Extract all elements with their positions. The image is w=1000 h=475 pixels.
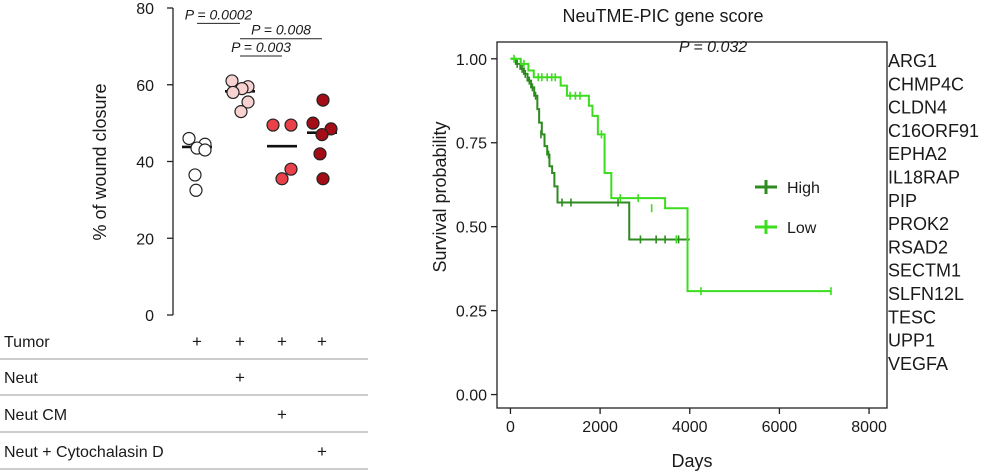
gene-name: ARG1 [888,51,937,71]
data-point [226,85,240,100]
condition-mark: + [317,442,327,461]
gene-name: CHMP4C [888,74,964,94]
data-points-left [182,74,338,197]
x-tick-label: 2000 [582,419,618,436]
x-axis-label: Days [671,451,712,471]
significance-label: P = 0.008 [251,22,311,38]
x-tick-label: 6000 [762,419,798,436]
survival-line-high [510,57,690,241]
data-point [284,162,298,176]
gene-name: IL18RAP [888,168,960,188]
y-tick-label: 1.00 [456,52,487,69]
data-point [182,131,196,146]
chart-title: NeuTME-PIC gene score [562,6,763,26]
gene-name: PIP [888,191,917,211]
condition-mark: + [277,405,287,424]
condition-label: Neut + Cytochalasin D [4,444,164,461]
data-point [316,93,330,107]
condition-mark: + [277,332,287,351]
data-point [315,128,329,142]
gene-name: VEGFA [888,354,948,374]
y-tick-label-left: 20 [136,231,154,248]
survival-plot: NeuTME-PIC gene score P = 0.032 0 2000 400… [430,6,888,471]
data-point [316,172,330,186]
data-point [306,116,320,130]
survival-line-low [510,57,831,293]
legend-key-low [755,220,777,234]
condition-table: Tumor + + + + Neut + Neut CM + Neut + Cytochalasi… [0,332,368,470]
gene-name: SLFN12L [888,284,964,304]
x-tick-label: 8000 [851,419,887,436]
data-point [234,105,248,119]
condition-label: Tumor [4,334,50,351]
gene-name: SECTM1 [888,261,961,281]
x-tick-label: 4000 [672,419,708,436]
y-tick-label-left: 0 [145,308,154,325]
data-point [188,168,202,182]
y-tick-label: 0.75 [456,136,487,153]
gene-name: UPP1 [888,331,935,351]
y-tick-label: 0.25 [456,304,487,321]
y-axis-ticks: 0.00 0.25 0.50 0.75 1.00 [456,52,497,405]
data-point [198,143,212,157]
legend: High Low [755,180,820,237]
x-axis-ticks: 0 2000 4000 6000 8000 [506,408,887,436]
data-point [313,147,327,161]
gene-name: PROK2 [888,214,949,234]
y-tick-label: 0.00 [456,388,487,405]
survival-curves [510,54,832,296]
condition-mark: + [317,332,327,351]
y-tick-label-left: 80 [136,1,154,18]
condition-mark: + [235,368,245,387]
data-point [241,95,255,109]
legend-key-high [755,180,777,194]
data-point [266,118,280,132]
data-point [189,183,203,197]
plot-frame [496,41,888,409]
condition-mark: + [192,332,202,351]
gene-name: CLDN4 [888,98,947,118]
legend-label: Low [787,220,817,237]
y-axis-label-left: % of wound closure [90,83,110,240]
condition-label: Neut CM [4,407,67,424]
condition-mark: + [235,332,245,351]
gene-name: EPHA2 [888,144,947,164]
y-tick-label-left: 60 [136,78,154,95]
y-axis-ticks-left: 0 20 40 60 80 [136,1,173,325]
significance-label: P = 0.0002 [185,6,253,22]
significance-label: P = 0.003 [231,39,291,55]
data-point [275,172,289,186]
p-value-label: P = 0.032 [679,39,747,56]
gene-name: TESC [888,307,936,327]
condition-label: Neut [4,370,38,387]
x-tick-label: 0 [506,419,515,436]
data-point [284,118,298,132]
gene-list: ARG1 CHMP4C CLDN4 C16ORF91 EPHA2 IL18RAP PIP PR… [888,51,979,374]
gene-name: RSAD2 [888,237,948,257]
y-tick-label: 0.50 [456,220,487,237]
data-point [225,74,239,88]
legend-label: High [787,180,820,197]
gene-name: C16ORF91 [888,121,979,141]
y-axis-label: Survival probability [430,121,450,272]
y-tick-label-left: 40 [136,155,154,172]
